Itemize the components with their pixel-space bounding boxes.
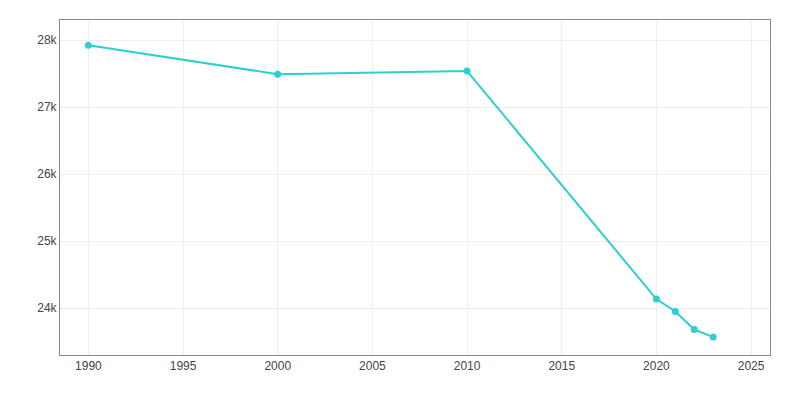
svg-text:1995: 1995: [170, 359, 197, 373]
svg-text:2000: 2000: [264, 359, 291, 373]
svg-text:1990: 1990: [75, 359, 102, 373]
svg-text:2020: 2020: [643, 359, 670, 373]
svg-text:2005: 2005: [359, 359, 386, 373]
svg-text:25k: 25k: [37, 234, 57, 248]
svg-text:2015: 2015: [548, 359, 575, 373]
svg-text:24k: 24k: [37, 301, 57, 315]
svg-text:2010: 2010: [454, 359, 481, 373]
svg-text:28k: 28k: [37, 33, 57, 47]
svg-text:2025: 2025: [738, 359, 765, 373]
svg-text:26k: 26k: [37, 167, 57, 181]
svg-text:27k: 27k: [37, 100, 57, 114]
